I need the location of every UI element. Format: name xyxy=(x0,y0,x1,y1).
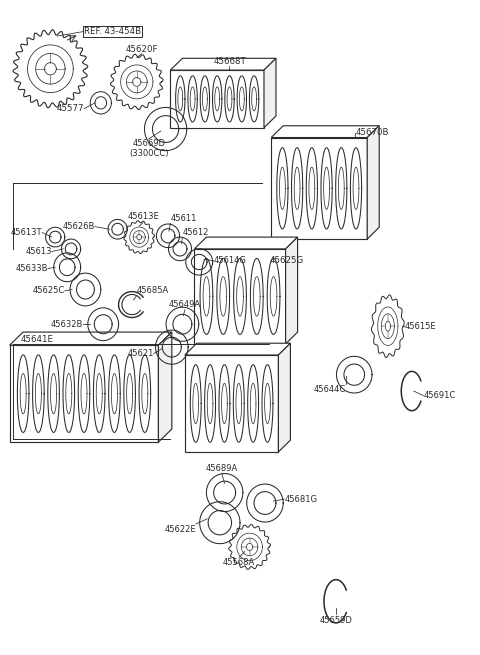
Text: 45659D: 45659D xyxy=(320,616,352,625)
Polygon shape xyxy=(278,343,290,452)
Text: 45625G: 45625G xyxy=(270,255,304,265)
Text: 45685A: 45685A xyxy=(137,286,169,295)
Text: 45681G: 45681G xyxy=(284,495,317,504)
Text: 45644C: 45644C xyxy=(313,385,346,394)
Polygon shape xyxy=(158,332,172,442)
Text: 45632B: 45632B xyxy=(50,320,83,329)
Text: 45613E: 45613E xyxy=(127,212,159,221)
Text: 45612: 45612 xyxy=(182,228,209,237)
Text: 45614G: 45614G xyxy=(214,256,246,265)
Polygon shape xyxy=(271,126,379,138)
Polygon shape xyxy=(264,58,276,128)
Text: 45622E: 45622E xyxy=(164,525,196,534)
Text: 45621: 45621 xyxy=(127,349,154,358)
Text: 45669D
(3300CC): 45669D (3300CC) xyxy=(129,139,168,159)
Text: 45691C: 45691C xyxy=(423,391,456,400)
Text: REF. 43-454B: REF. 43-454B xyxy=(84,27,141,36)
Text: 45641E: 45641E xyxy=(20,335,53,344)
Text: 45613: 45613 xyxy=(25,247,52,256)
Text: 45611: 45611 xyxy=(170,214,197,223)
Text: 45615E: 45615E xyxy=(404,322,436,331)
Polygon shape xyxy=(194,237,298,249)
Text: 45620F: 45620F xyxy=(125,45,158,54)
Text: 45613T: 45613T xyxy=(11,228,42,237)
Text: 45626B: 45626B xyxy=(63,222,95,231)
Text: 45577: 45577 xyxy=(57,104,84,113)
Polygon shape xyxy=(185,343,290,355)
Polygon shape xyxy=(367,126,379,239)
Text: 45625C: 45625C xyxy=(33,286,65,295)
Polygon shape xyxy=(10,332,172,345)
Polygon shape xyxy=(286,237,298,344)
Polygon shape xyxy=(170,58,276,70)
Text: 45668T: 45668T xyxy=(213,56,246,66)
Text: 45633B: 45633B xyxy=(15,264,48,273)
Text: 45670B: 45670B xyxy=(355,128,389,138)
Text: 45689A: 45689A xyxy=(205,464,238,473)
Text: 45649A: 45649A xyxy=(169,300,201,309)
Text: 45568A: 45568A xyxy=(223,558,255,567)
